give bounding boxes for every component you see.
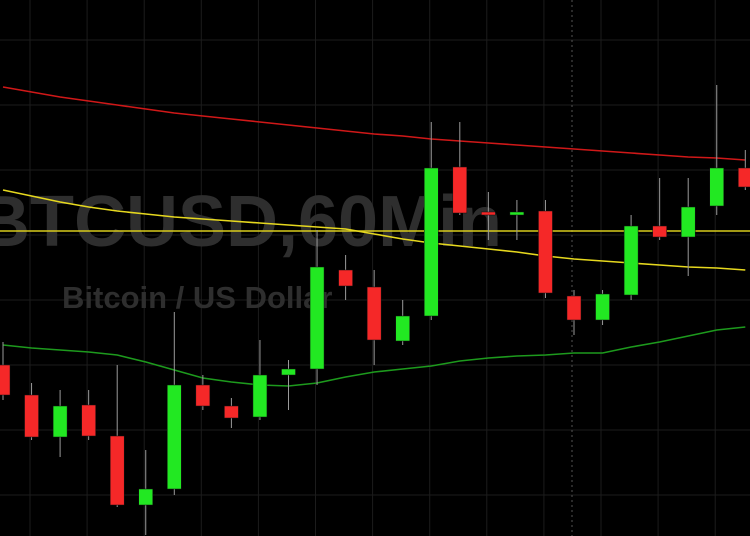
candle-body — [452, 166, 468, 214]
candle-body — [652, 225, 667, 238]
watermark-subtitle: Bitcoin / US Dollar — [62, 280, 332, 315]
candle-body — [509, 211, 525, 216]
candle-body — [709, 167, 724, 207]
candle-body — [738, 167, 750, 188]
candle-body — [309, 266, 325, 370]
candle-body — [566, 295, 582, 321]
candle-body — [538, 210, 553, 294]
candle-body — [366, 286, 382, 341]
candle-body — [0, 364, 11, 396]
candle-body — [195, 384, 211, 407]
candle-body — [424, 167, 439, 317]
candle-body — [252, 374, 268, 418]
candle-body — [395, 315, 410, 342]
candle-body — [680, 206, 696, 238]
moving-average — [2, 86, 746, 161]
candle-body — [481, 211, 496, 216]
moving-average — [2, 189, 746, 271]
moving-average — [2, 326, 746, 387]
candle-body — [281, 368, 296, 376]
candle-body — [52, 405, 68, 438]
candle-body — [338, 269, 353, 287]
candle-body — [224, 405, 239, 419]
candle-body — [595, 293, 610, 321]
candle-body — [167, 384, 182, 490]
candle-body — [109, 435, 125, 506]
candle-body — [623, 225, 639, 296]
candle-body — [24, 394, 39, 438]
candle-body — [138, 488, 153, 506]
candle-body — [81, 404, 96, 437]
